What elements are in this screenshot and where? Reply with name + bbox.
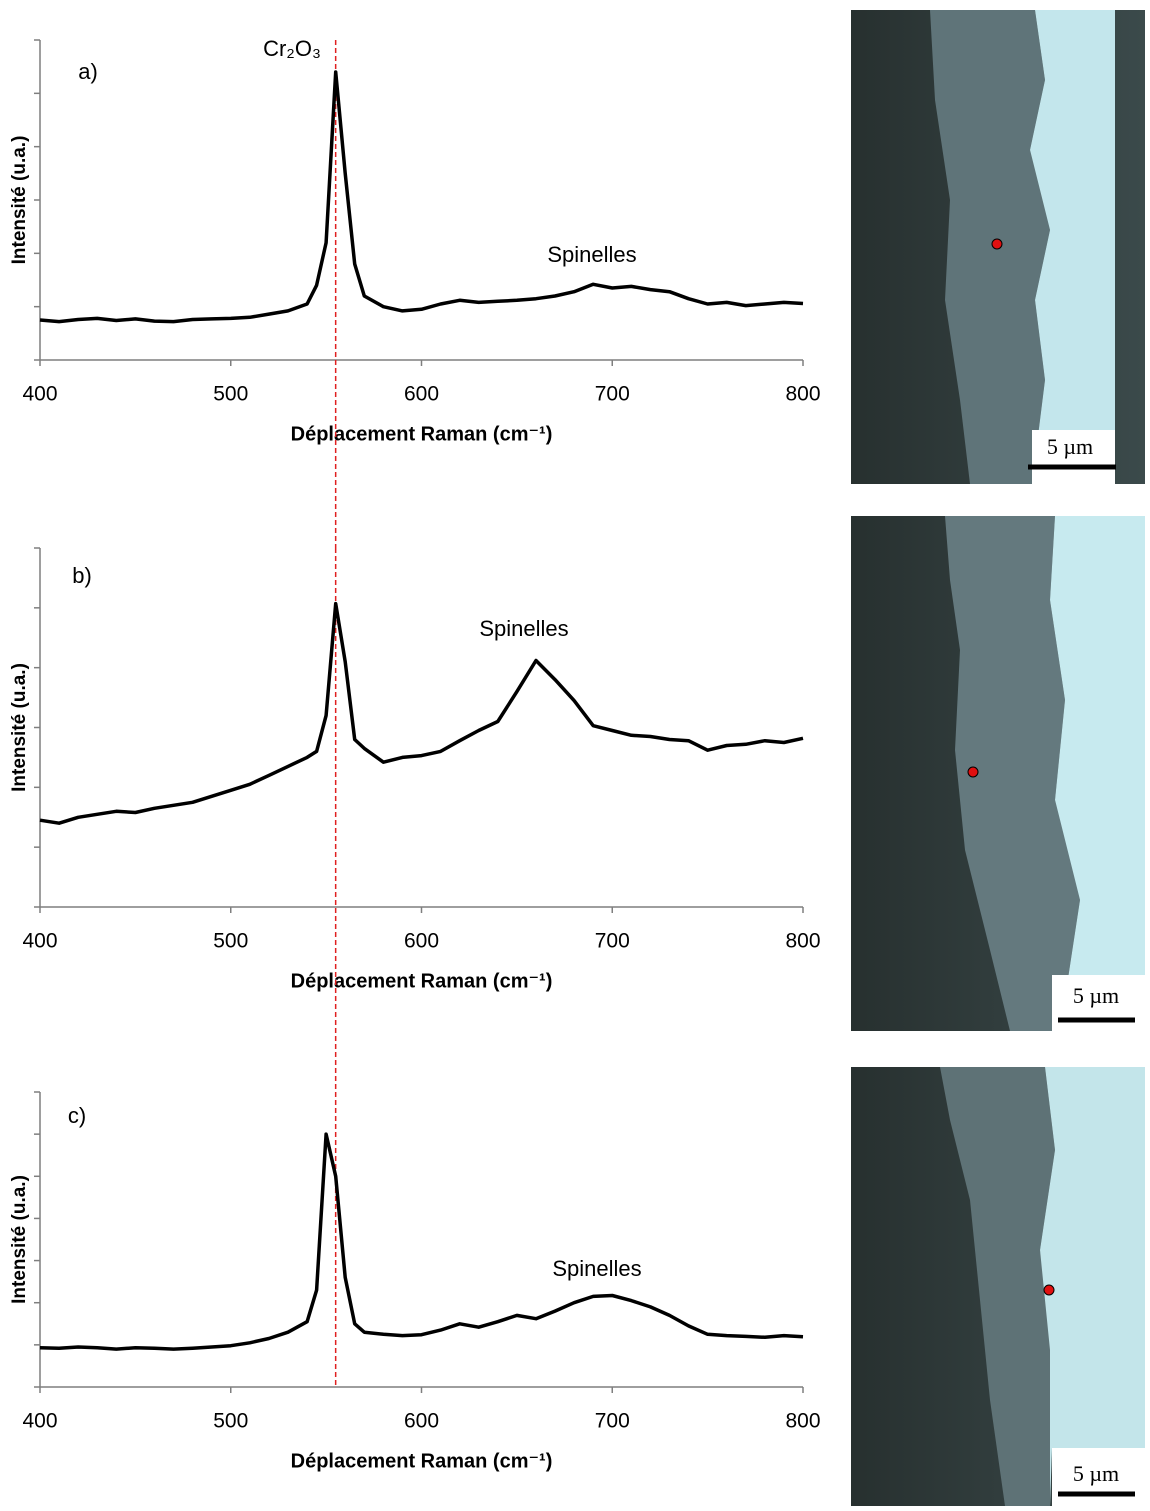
panel-label: b) xyxy=(72,563,92,588)
x-tick-label: 700 xyxy=(595,383,630,406)
x-axis-title: Déplacement Raman (cm⁻¹) xyxy=(291,1450,553,1472)
x-tick-label: 500 xyxy=(213,930,248,953)
micrograph xyxy=(851,1067,1145,1506)
x-tick-label: 400 xyxy=(22,1410,57,1433)
scale-bar-label: 5 µm xyxy=(1073,1461,1119,1486)
x-tick-label: 400 xyxy=(22,930,57,953)
x-axis-title: Déplacement Raman (cm⁻¹) xyxy=(291,970,553,992)
spectrum-line xyxy=(39,601,804,825)
annotation: Spinelles xyxy=(547,242,636,267)
x-tick-label: 800 xyxy=(785,1410,820,1433)
spectrum-line xyxy=(39,1132,804,1351)
x-tick-label: 800 xyxy=(785,930,820,953)
x-tick-label: 700 xyxy=(595,1410,630,1433)
x-axis-title: Déplacement Raman (cm⁻¹) xyxy=(291,423,553,445)
annotation: Cr₂O₃ xyxy=(263,36,321,61)
micrograph xyxy=(851,516,1145,1031)
x-tick-label: 500 xyxy=(213,383,248,406)
x-tick-label: 500 xyxy=(213,1410,248,1433)
x-tick-label: 400 xyxy=(22,383,57,406)
x-tick-label: 600 xyxy=(404,1410,439,1433)
y-axis-title: Intensité (u.a.) xyxy=(9,1175,30,1304)
scale-bar-label: 5 µm xyxy=(1073,983,1119,1008)
x-tick-label: 700 xyxy=(595,930,630,953)
annotation: Spinelles xyxy=(479,616,568,641)
y-axis-title: Intensité (u.a.) xyxy=(9,663,30,792)
annotation: Spinelles xyxy=(552,1256,641,1281)
x-tick-label: 800 xyxy=(785,383,820,406)
spectrum-line xyxy=(39,70,804,324)
scale-bar-label: 5 µm xyxy=(1047,434,1093,459)
micrograph xyxy=(851,10,1145,484)
y-axis-title: Intensité (u.a.) xyxy=(9,136,30,265)
panel-label: a) xyxy=(78,59,98,84)
x-tick-label: 600 xyxy=(404,383,439,406)
panel-label: c) xyxy=(68,1103,86,1128)
x-tick-label: 600 xyxy=(404,930,439,953)
